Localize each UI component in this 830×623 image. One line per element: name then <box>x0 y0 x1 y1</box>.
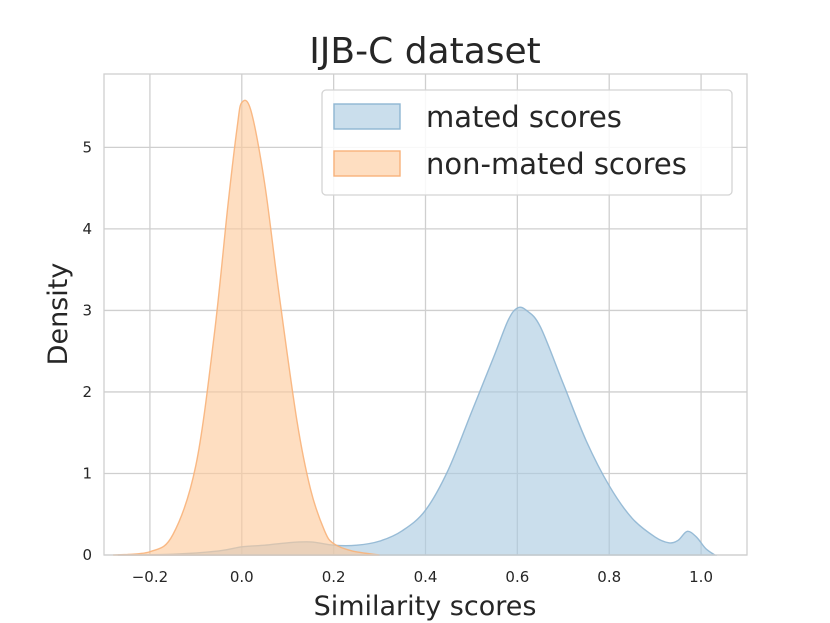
x-tick-label: 0.8 <box>597 568 621 586</box>
y-tick-label: 5 <box>82 138 92 156</box>
plot-frame <box>103 73 748 556</box>
x-tick-label: −0.2 <box>132 568 168 586</box>
legend-box <box>321 89 733 196</box>
density-areas <box>113 99 718 556</box>
x-tick-label: 0.6 <box>505 568 529 586</box>
y-tick-label: 2 <box>82 383 92 401</box>
y-tick-label: 1 <box>82 464 92 482</box>
chart-title: IJB-C dataset <box>309 31 541 72</box>
x-axis-label: Similarity scores <box>314 591 537 622</box>
y-tick-label: 3 <box>82 301 92 319</box>
x-tick-label: 0.4 <box>414 568 438 586</box>
density-area-non-mated <box>113 99 380 556</box>
y-axis-label: Density <box>43 263 74 366</box>
x-tick-label: 1.0 <box>689 568 713 586</box>
legend-swatch-non-mated <box>333 150 401 177</box>
x-tick-label: 0.0 <box>230 568 254 586</box>
legend-swatch-mated <box>333 103 401 130</box>
legend-label-mated: mated scores <box>426 100 622 134</box>
y-tick-label: 0 <box>82 546 92 564</box>
y-tick-label: 4 <box>82 220 92 238</box>
legend: mated scores non-mated scores <box>321 89 733 196</box>
x-tick-label: 0.2 <box>322 568 346 586</box>
x-tick-labels: −0.2 0.0 0.2 0.4 0.6 0.8 1.0 <box>132 568 713 586</box>
legend-label-non-mated: non-mated scores <box>426 147 687 181</box>
y-tick-labels: 0 1 2 3 4 5 <box>82 138 92 564</box>
